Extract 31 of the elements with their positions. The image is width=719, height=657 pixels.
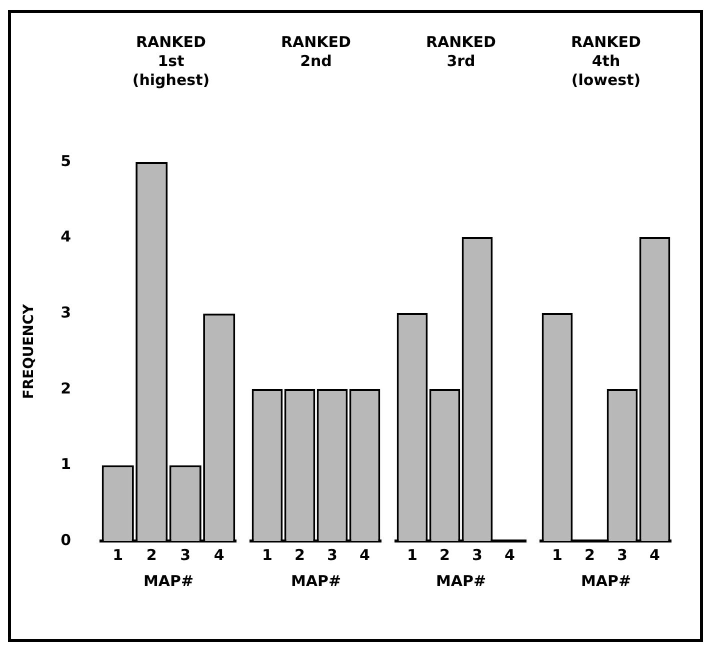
- x-tick-label: 3: [180, 546, 191, 564]
- x-tick-label: 4: [650, 546, 660, 564]
- x-axis-title: MAP#: [290, 572, 342, 590]
- y-tick-label: 0: [60, 530, 71, 549]
- x-tick-label: 1: [112, 546, 124, 564]
- x-axis-title: MAP#: [143, 572, 194, 590]
- x-tick-label: 3: [617, 546, 628, 564]
- x-tick-label: 1: [552, 546, 562, 564]
- y-tick-label: 3: [60, 303, 71, 322]
- x-tick-label: 2: [294, 546, 305, 564]
- x-axis-title: MAP#: [436, 572, 486, 590]
- y-tick-label: 2: [60, 379, 71, 398]
- x-tick-label: 4: [360, 546, 370, 564]
- chart-title: RANKED 1st (highest): [131, 33, 211, 91]
- x-axis-title: MAP#: [580, 572, 632, 590]
- chart-title: RANKED 4th (lowest): [570, 33, 642, 91]
- x-tick-label: 2: [146, 546, 157, 564]
- x-tick-label: 2: [584, 546, 595, 564]
- y-tick-label: 5: [60, 152, 71, 170]
- x-tick-label: 3: [327, 546, 338, 564]
- chart-title: RANKED 2nd: [280, 33, 352, 72]
- y-axis-title: FREQUENCY: [21, 303, 38, 399]
- x-tick-label: 1: [262, 546, 272, 564]
- x-tick-label: 1: [407, 546, 418, 564]
- y-tick-label: 1: [60, 455, 71, 474]
- x-tick-label: 2: [440, 546, 450, 564]
- chart-title: RANKED 3rd: [424, 33, 498, 72]
- x-tick-label: 3: [472, 546, 482, 564]
- x-tick-label: 4: [504, 546, 515, 564]
- y-tick-label: 4: [60, 228, 71, 246]
- x-tick-label: 4: [214, 546, 224, 564]
